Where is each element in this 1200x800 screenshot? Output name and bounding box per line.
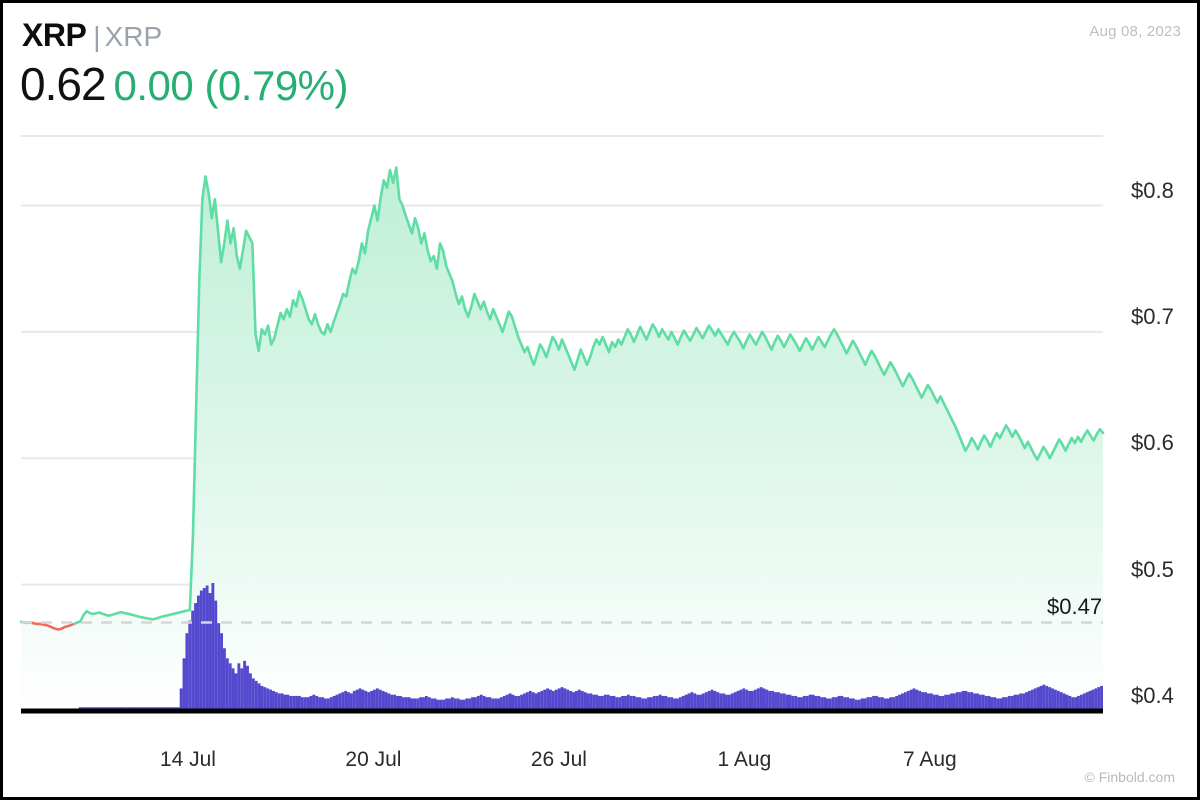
y-axis-label: $0.4 [1131,683,1174,708]
y-axis-label: $0.6 [1131,430,1174,456]
chart-canvas [19,135,1105,714]
price-change: 0.00 (0.79%) [113,62,349,109]
x-axis-label: 14 Jul [159,748,216,771]
current-price: 0.62 [20,58,107,110]
x-axis-label: 7 Aug [903,748,957,771]
ticker-line: XRP | XRP [22,19,162,51]
ticker-separator: | [93,21,101,52]
y-axis-label: $0.7 [1131,303,1174,329]
watermark: © Finbold.com [1084,769,1175,785]
price-chart: $0.8 $0.7 $0.6 $0.5 $0.4 $0.47 14 Jul 20 Jul 26… [3,3,1197,797]
chart-header: XRP | XRP 0.62 0.00 (0.79%) Aug 08, 2023 [3,3,1197,125]
volume-bars [21,583,1103,711]
y-axis-label: $0.5 [1131,556,1174,582]
x-axis-label: 20 Jul [345,748,402,771]
price-line: 0.62 0.00 (0.79%) [20,58,349,110]
x-axis-label: 1 Aug [717,748,772,771]
ticker-name: XRP [104,21,163,52]
price-area-fill [21,167,1103,712]
reference-price-label: $0.47 [1047,593,1103,619]
y-axis-label: $0.8 [1131,177,1174,203]
ticker-symbol: XRP [22,17,87,53]
x-axis-label: 26 Jul [530,748,587,771]
header-date: Aug 08, 2023 [1089,23,1181,40]
